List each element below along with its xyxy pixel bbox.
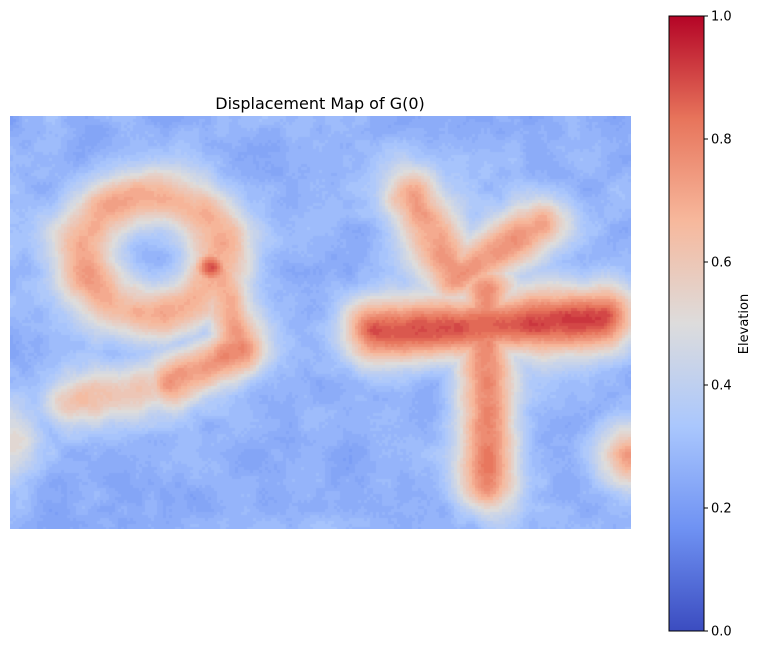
colorbar-tick-label: 0.6 [711, 256, 732, 271]
heatmap-image [10, 116, 631, 529]
colorbar-tick-label: 0.4 [711, 379, 732, 394]
colorbar-tick-label: 0.8 [711, 133, 732, 148]
colorbar: 0.0 0.2 0.4 0.6 0.8 1.0 Elevation [668, 10, 752, 640]
heatmap-canvas [10, 116, 631, 529]
colorbar-tick-label: 0.2 [711, 502, 732, 517]
colorbar-tick-label: 1.0 [711, 10, 732, 25]
colorbar-tick-label: 0.0 [711, 625, 732, 640]
colorbar-gradient [668, 15, 705, 632]
colorbar-ticks: 0.0 0.2 0.4 0.6 0.8 1.0 [704, 10, 732, 640]
colorbar-label: Elevation [737, 294, 752, 354]
chart-title: Displacement Map of G(0) [215, 94, 425, 113]
